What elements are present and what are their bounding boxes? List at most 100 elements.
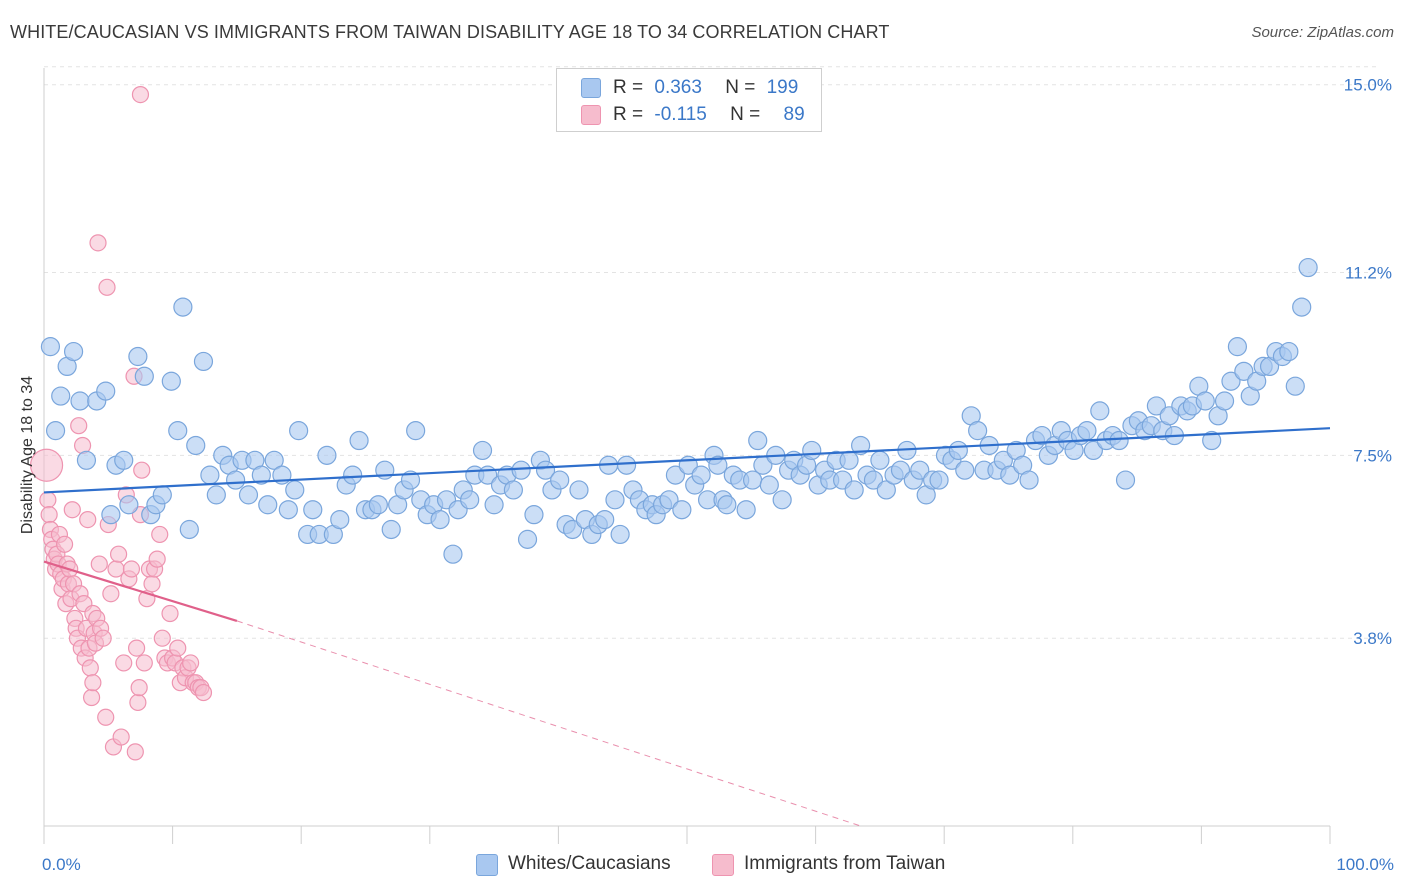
white-point	[955, 460, 975, 480]
white-point	[610, 524, 630, 545]
grid-lines	[44, 66, 1380, 639]
white-point	[119, 495, 139, 515]
y-axis-label: Disability Age 18 to 34	[19, 376, 36, 534]
x-tick-label: 0.0%	[42, 855, 81, 874]
taiwan-point	[97, 708, 115, 726]
white-point	[1115, 470, 1136, 490]
white-point	[1090, 401, 1110, 421]
legend-n-label: N =	[730, 104, 761, 125]
white-point	[1221, 371, 1241, 391]
white-point	[168, 421, 188, 441]
white-point	[343, 465, 363, 485]
taiwan-point	[126, 743, 144, 761]
taiwan-point	[102, 585, 120, 603]
white-point	[264, 450, 284, 470]
white-point	[472, 440, 493, 461]
white-point	[258, 495, 278, 515]
white-point	[503, 480, 523, 500]
white-point	[186, 435, 206, 456]
white-point	[443, 544, 463, 564]
taiwan-point	[143, 575, 161, 593]
bottom-legend-swatch-blue	[476, 854, 498, 876]
white-point	[802, 440, 822, 461]
taiwan-point	[79, 510, 97, 529]
white-point	[550, 470, 570, 490]
white-point	[193, 351, 214, 372]
white-point	[152, 485, 172, 505]
white-point	[285, 480, 305, 500]
white-point	[562, 519, 583, 540]
white-point	[851, 435, 871, 456]
white-point	[1292, 297, 1312, 317]
legend-r-value: 0.363	[654, 77, 702, 98]
taiwan-point	[130, 679, 148, 697]
white-point	[876, 480, 896, 500]
taiwan-point	[115, 654, 133, 672]
white-point	[605, 490, 625, 510]
source-label: Source: ZipAtlas.com	[1251, 24, 1394, 41]
bottom-legend-swatch-pink	[712, 854, 734, 876]
taiwan-trend-line	[43, 560, 238, 622]
taiwan-point	[70, 417, 88, 435]
white-point	[839, 450, 859, 470]
y-tick-label: 3.8%	[1353, 629, 1392, 648]
taiwan-point	[169, 639, 187, 657]
taiwan-point	[81, 659, 99, 677]
white-point	[1214, 391, 1235, 411]
white-point	[278, 500, 298, 520]
white-point	[460, 490, 480, 510]
white-point	[134, 366, 154, 386]
white-point	[616, 455, 637, 475]
trend-lines	[43, 427, 1331, 827]
white-point	[173, 297, 193, 317]
taiwan-points	[29, 85, 213, 761]
white-point	[569, 480, 589, 500]
white-point	[1083, 440, 1103, 461]
white-point	[1195, 391, 1215, 411]
white-point	[400, 470, 421, 490]
white-point	[665, 465, 686, 485]
white-point	[1146, 396, 1166, 416]
correlation-legend: R = 0.363 N = 199 R = -0.115 N = 89	[556, 68, 822, 132]
white-point	[381, 519, 401, 540]
taiwan-point	[151, 525, 169, 544]
white-point	[1285, 376, 1305, 396]
white-point	[226, 470, 246, 490]
white-point	[910, 460, 930, 480]
taiwan-point	[90, 555, 108, 573]
white-point	[672, 500, 692, 520]
legend-r-label: R =	[613, 77, 644, 98]
white-point	[1032, 425, 1052, 446]
taiwan-point	[82, 688, 101, 707]
legend-swatch-blue	[581, 78, 601, 98]
white-point	[206, 485, 226, 505]
white-point	[289, 421, 309, 441]
white-point	[890, 460, 911, 480]
white-point	[748, 430, 768, 451]
white-point	[929, 470, 949, 490]
legend-swatch-pink	[581, 105, 601, 125]
white-point	[63, 341, 84, 362]
white-point	[128, 346, 148, 367]
legend-n-value: 89	[783, 104, 805, 125]
white-point	[179, 519, 199, 540]
taiwan-point	[129, 693, 147, 712]
legend-text: R = -0.115 N = 89	[613, 104, 805, 126]
white-point	[968, 421, 988, 441]
white-point	[40, 337, 61, 357]
white-point	[238, 485, 259, 505]
white-point	[772, 490, 792, 510]
white-point	[708, 455, 728, 475]
axis-labels: 3.8% 7.5% 11.2% 15.0% 0.0% 100.0% Disability A…	[19, 76, 1394, 874]
white-point	[96, 381, 116, 401]
white-point	[524, 505, 544, 525]
white-point	[595, 509, 615, 530]
taiwan-point	[122, 560, 141, 578]
white-point	[200, 465, 220, 485]
white-point	[736, 500, 756, 520]
bottom-legend-label: Immigrants from Taiwan	[744, 853, 946, 874]
white-point	[1000, 465, 1020, 485]
white-point	[76, 450, 97, 470]
legend-n-value: 199	[766, 77, 799, 98]
